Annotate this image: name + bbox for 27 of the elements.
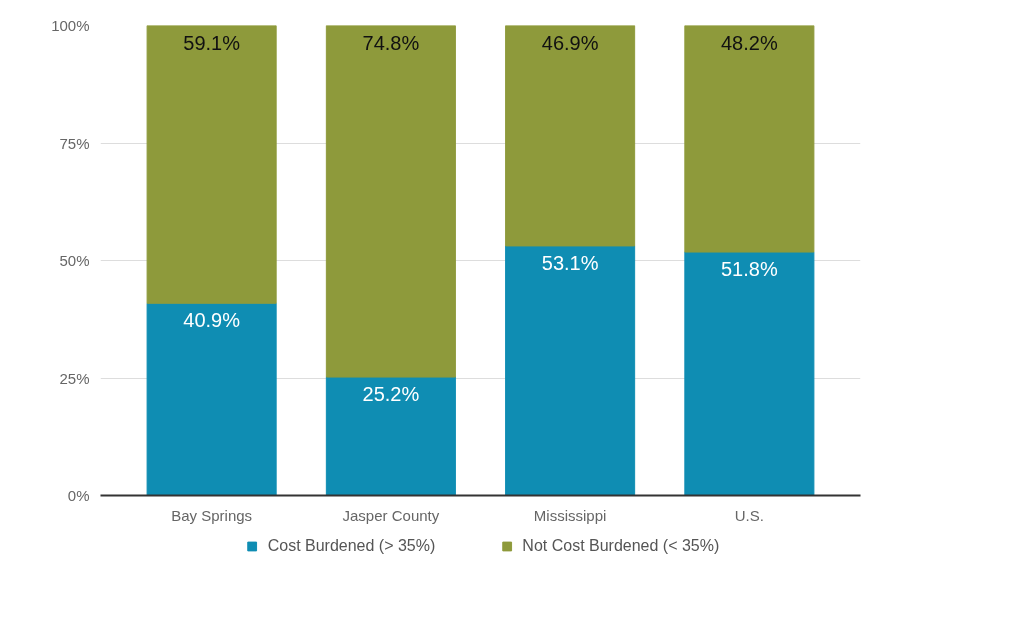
y-tick-label: 100%: [51, 17, 90, 34]
x-tick-label: Jasper County: [342, 506, 440, 524]
x-tick-label: Mississippi: [533, 506, 607, 524]
data-label: 48.2%: [721, 31, 778, 54]
data-label: 25.2%: [362, 383, 420, 406]
data-label: 51.8%: [721, 258, 778, 281]
y-tick-label: 0%: [67, 487, 90, 504]
y-tick-label: 50%: [59, 252, 90, 269]
bar: [505, 25, 636, 247]
data-label: 74.8%: [362, 31, 420, 54]
data-label: 40.9%: [183, 309, 241, 332]
y-tick-label: 75%: [59, 134, 90, 152]
y-tick-label: 25%: [59, 369, 90, 387]
x-tick-label: Bay Springs: [171, 506, 253, 524]
x-tick-label: U.S.: [734, 506, 764, 524]
bar: [325, 25, 456, 378]
legend-label: Not Cost Burdened (< 35%): [522, 537, 720, 555]
bar: [146, 302, 277, 496]
data-label: 59.1%: [183, 31, 241, 54]
bar: [325, 376, 456, 496]
bar: [684, 251, 815, 496]
bar: [684, 25, 815, 253]
bar: [505, 245, 636, 496]
bar: [146, 25, 277, 304]
legend-label: Cost Burdened (> 35%): [267, 537, 436, 555]
data-label: 53.1%: [541, 251, 599, 274]
data-label: 46.9%: [541, 31, 599, 54]
